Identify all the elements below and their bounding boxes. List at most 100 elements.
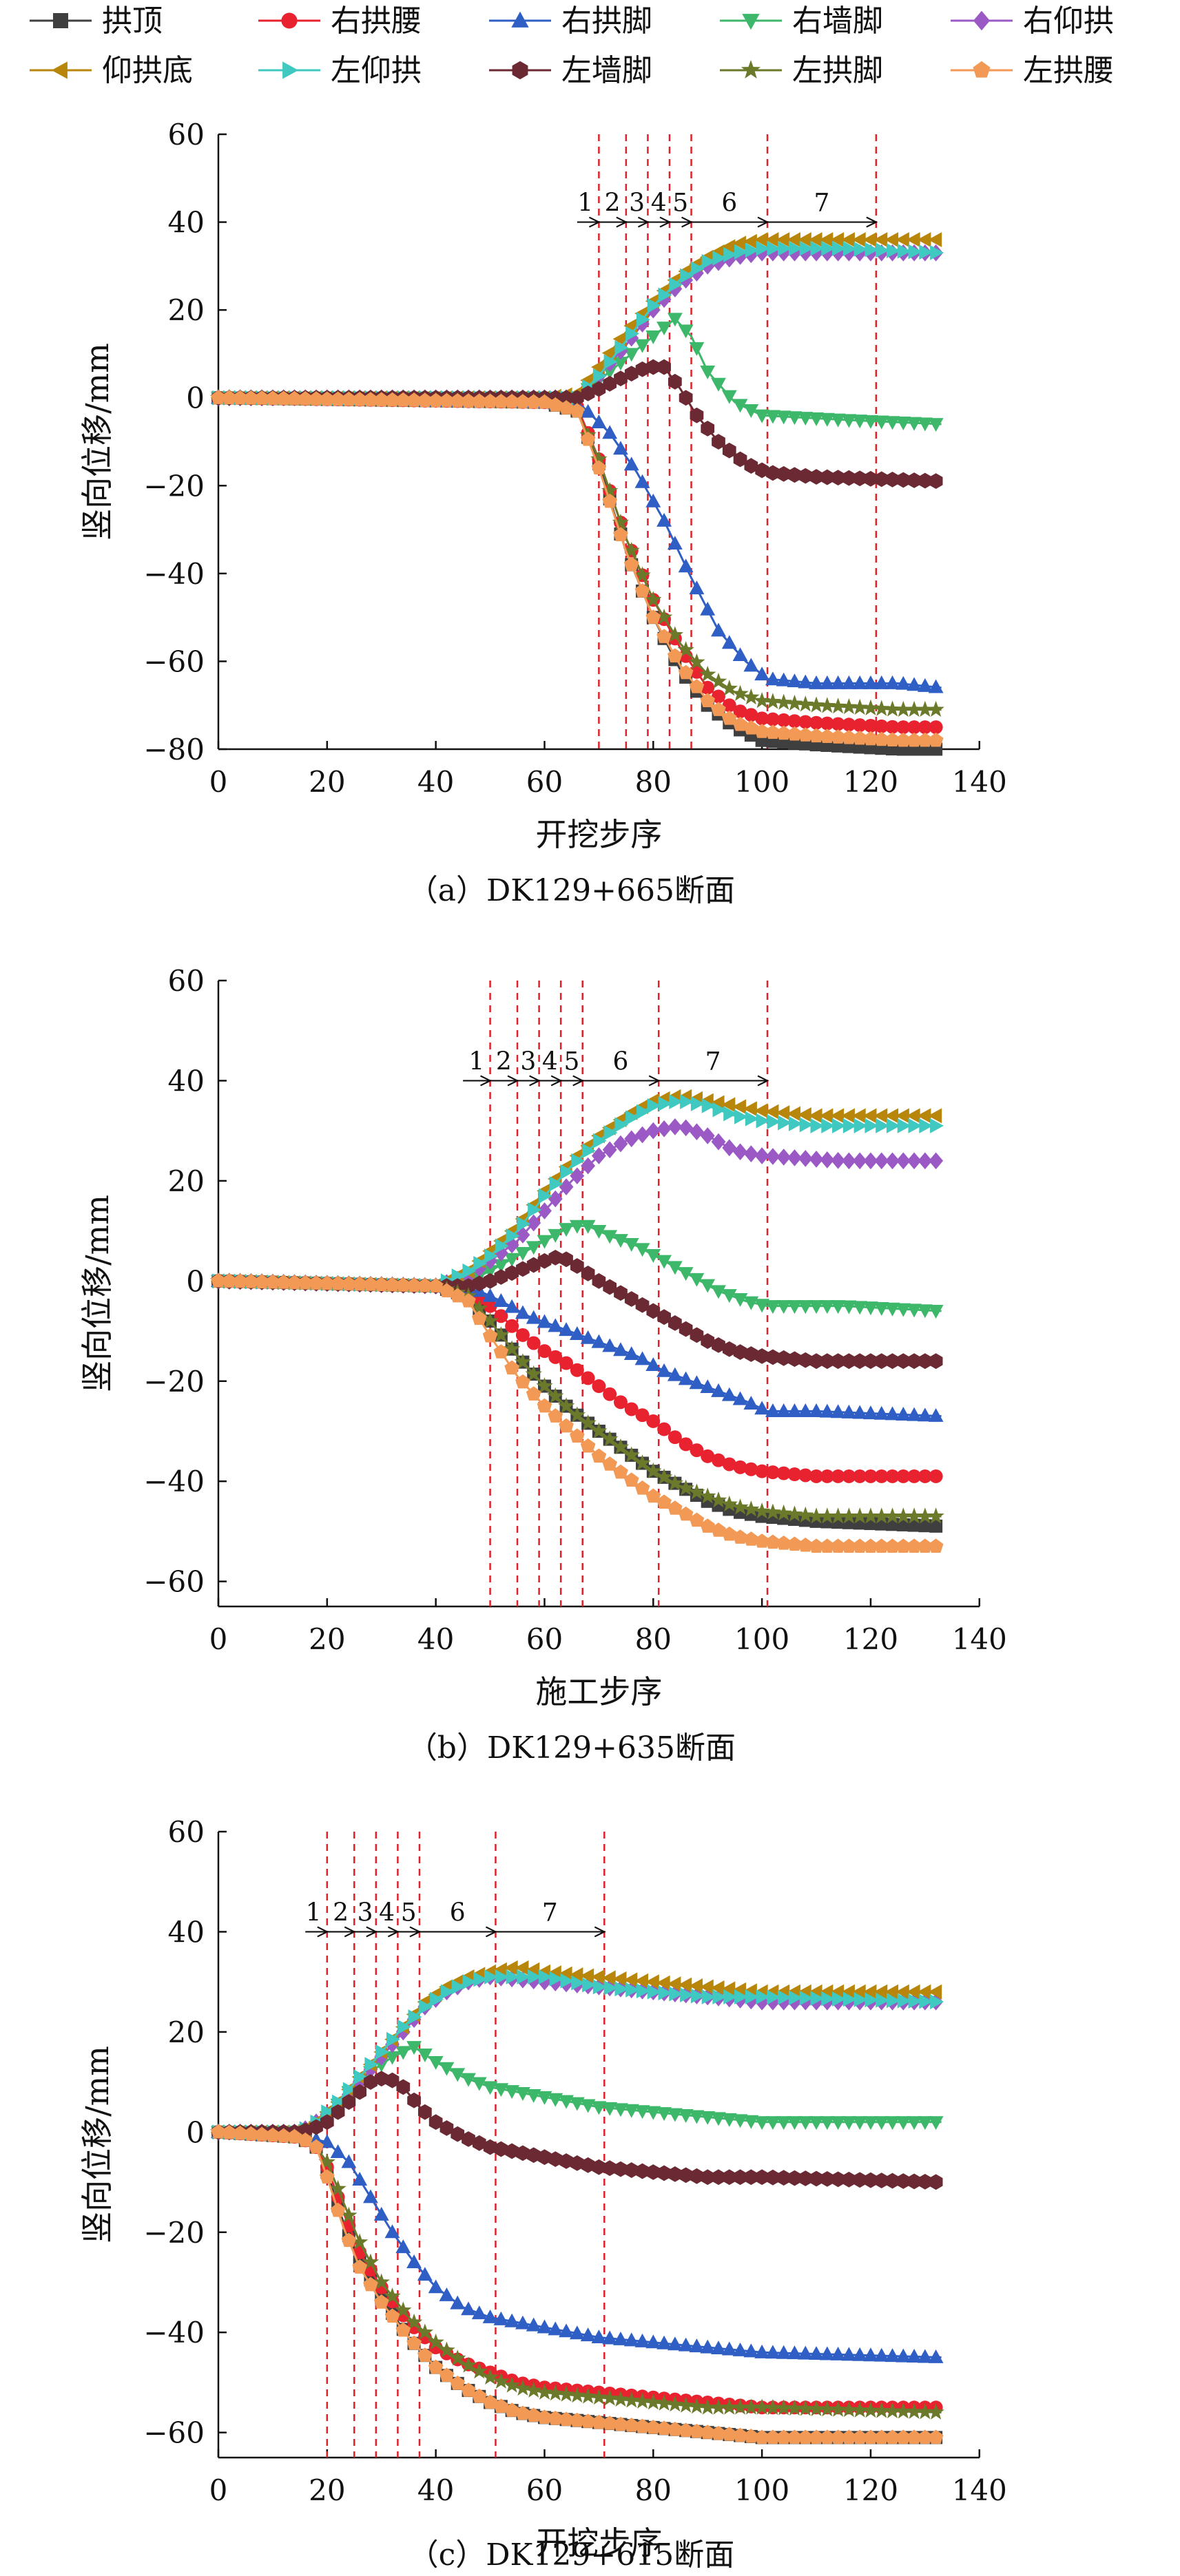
- data-point: [809, 469, 823, 485]
- data-point: [699, 1487, 716, 1504]
- data-point: [930, 244, 944, 260]
- data-point: [808, 232, 822, 248]
- data-point: [689, 1375, 705, 1390]
- data-point: [765, 724, 780, 739]
- data-point: [667, 313, 683, 327]
- data-point: [548, 1318, 563, 1332]
- legend-marker: [742, 14, 760, 30]
- data-point: [645, 330, 661, 344]
- data-point: [592, 368, 607, 384]
- data-point: [602, 2416, 618, 2430]
- data-point: [755, 1464, 769, 1478]
- data-point: [689, 2110, 705, 2124]
- data-point: [743, 1145, 758, 1162]
- data-point: [743, 2115, 759, 2129]
- data-point: [384, 2308, 400, 2323]
- data-point: [809, 1300, 824, 1315]
- data-point: [928, 1108, 942, 1124]
- stage-label: 1: [468, 1047, 484, 1076]
- data-point: [863, 1405, 878, 1420]
- data-point: [592, 1133, 607, 1149]
- data-point: [819, 675, 835, 689]
- data-point: [579, 2387, 597, 2404]
- y-tick-label: 20: [168, 293, 205, 327]
- series-左墙脚: [211, 1249, 943, 1370]
- data-point: [624, 1291, 639, 1307]
- data-point: [743, 1500, 760, 1517]
- data-point: [754, 667, 770, 681]
- data-point: [841, 730, 857, 744]
- data-point: [732, 2342, 748, 2356]
- data-point: [232, 1273, 248, 1288]
- data-point: [841, 2116, 857, 2130]
- data-point: [669, 1094, 683, 1109]
- data-point: [732, 1982, 747, 1998]
- data-point: [712, 434, 725, 450]
- series-line: [218, 397, 942, 729]
- data-point: [537, 1202, 552, 1219]
- data-point: [853, 1992, 868, 2007]
- data-point: [636, 312, 650, 328]
- data-point: [656, 1255, 672, 1269]
- data-point: [809, 412, 824, 426]
- data-point: [536, 1377, 553, 1394]
- data-point: [884, 732, 900, 747]
- data-point: [745, 1989, 759, 2004]
- data-point: [405, 2313, 423, 2330]
- data-point: [614, 370, 628, 387]
- data-point: [700, 1518, 716, 1533]
- data-point: [907, 720, 922, 735]
- legend-item: 左拱脚: [720, 53, 883, 88]
- data-point: [853, 241, 868, 257]
- x-tick-label: 0: [209, 765, 228, 799]
- data-point: [582, 1143, 597, 1159]
- data-point: [896, 1538, 911, 1553]
- data-point: [851, 2401, 869, 2418]
- series-右拱脚: [211, 1273, 944, 1422]
- y-tick-label: 0: [186, 381, 205, 415]
- data-point: [559, 390, 573, 406]
- data-point: [712, 1453, 725, 1467]
- data-point: [820, 1469, 834, 1483]
- data-point: [363, 392, 378, 406]
- data-point: [221, 1273, 237, 1288]
- data-point: [721, 635, 737, 649]
- y-tick-label: 60: [168, 118, 205, 151]
- data-point: [689, 1123, 704, 1140]
- data-point: [873, 1538, 889, 1553]
- data-point: [721, 1097, 736, 1113]
- data-point: [765, 2429, 780, 2444]
- data-point: [916, 700, 934, 717]
- data-point: [884, 1538, 900, 1553]
- data-point: [646, 2164, 661, 2180]
- data-point: [612, 331, 627, 347]
- data-point: [514, 1353, 532, 1370]
- data-point: [864, 1353, 878, 1370]
- legend-marker: [53, 13, 68, 28]
- data-point: [506, 1969, 520, 1985]
- data-point: [754, 724, 769, 738]
- data-point: [809, 2170, 823, 2187]
- data-point: [276, 2128, 291, 2143]
- data-point: [734, 1989, 748, 2004]
- data-point: [775, 1504, 792, 1521]
- stage-label: 2: [333, 1898, 349, 1927]
- data-point: [799, 240, 814, 256]
- data-point: [712, 689, 725, 704]
- x-axis-label: 开挖步序: [535, 2524, 662, 2562]
- data-point: [592, 1273, 606, 1289]
- data-point: [471, 2388, 487, 2403]
- data-point: [755, 462, 769, 479]
- data-point: [385, 2072, 400, 2088]
- data-point: [754, 1533, 769, 1548]
- x-tick-label: 60: [526, 765, 563, 799]
- data-point: [842, 1353, 856, 1370]
- data-point: [386, 2031, 400, 2047]
- data-point: [559, 1223, 574, 1237]
- data-point: [341, 1276, 357, 1290]
- data-point: [798, 727, 814, 742]
- chart-caption: （a）DK129+665断面: [408, 873, 735, 908]
- data-point: [526, 2088, 541, 2103]
- data-point: [601, 2389, 619, 2406]
- data-point: [352, 1276, 368, 1291]
